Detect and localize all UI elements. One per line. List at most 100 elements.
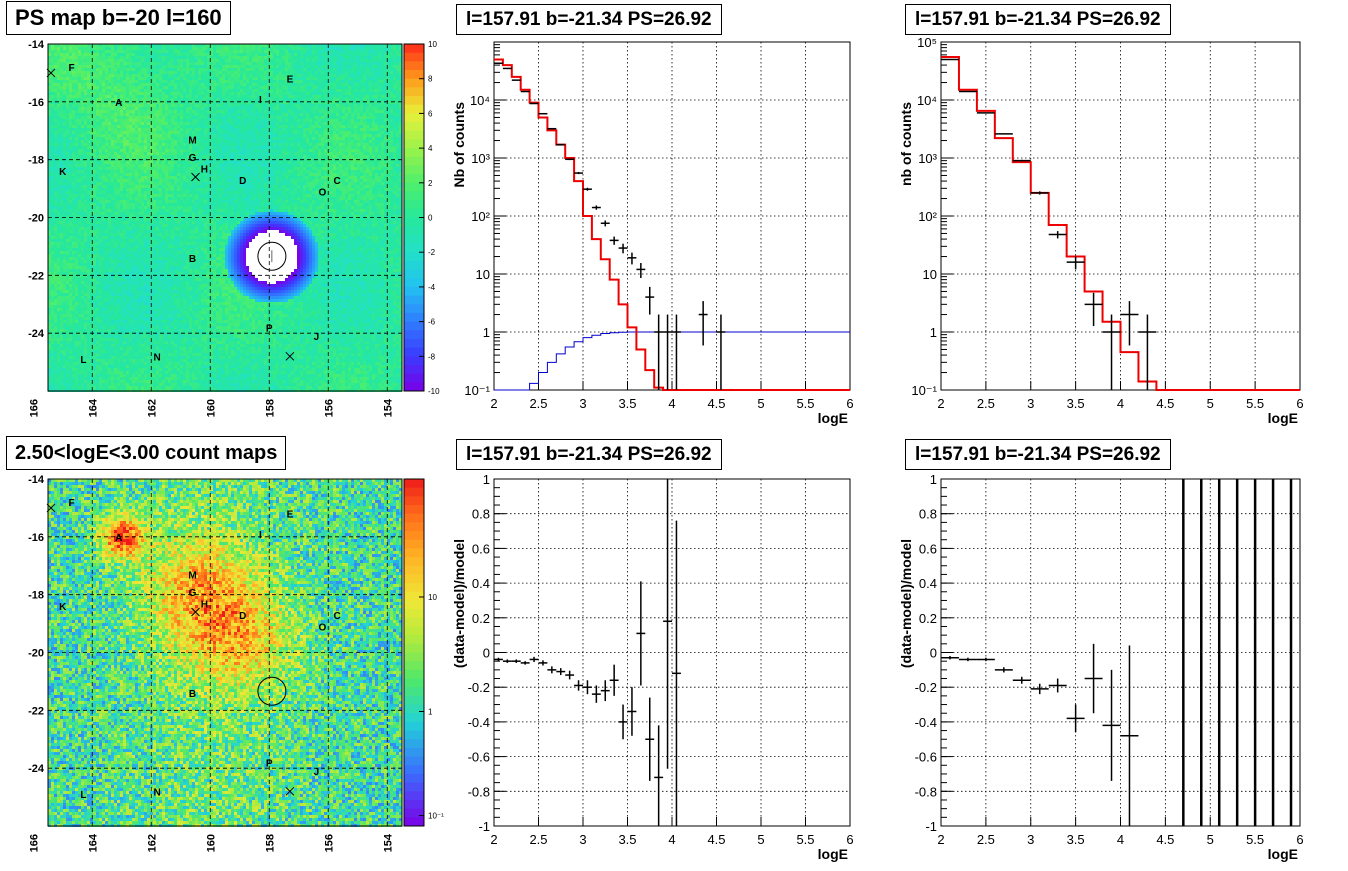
spectrum-left-tick-label-x: 5 [757, 396, 764, 411]
residual-left-tick-label-y: 0 [483, 646, 490, 661]
spectrum-left-tick-label-x: 3 [579, 396, 586, 411]
residual-right-tick-label-x: 2 [937, 832, 944, 847]
spectrum-left-x-axis-label: logE [818, 410, 848, 426]
count-map-source-label: O [318, 622, 326, 633]
ps-map-title: PS map b=-20 l=160 [6, 1, 231, 35]
count-map-source-label: D [239, 611, 246, 622]
ps-map-colorbar-label: 4 [428, 144, 433, 153]
ps-map-colorbar-label: -2 [428, 248, 436, 257]
spectrum-left-title: l=157.91 b=-21.34 PS=26.92 [456, 4, 722, 35]
spectrum-left-tick-label-y: 10³ [471, 151, 490, 166]
spectrum-right-tick-label-y: 1 [930, 325, 937, 340]
ps-map-source-label: D [239, 176, 246, 187]
ps-map-colorbar-label: -10 [428, 387, 440, 396]
count-map-colorbar [404, 479, 424, 827]
count-map-pixels [48, 479, 402, 827]
ps-map-tick-label-x: 160 [205, 399, 217, 417]
spectrum-right-tick-label-x: 4 [1117, 396, 1124, 411]
ps-map-source-label: B [189, 254, 196, 265]
residual-right-tick-label-y: 1 [930, 472, 937, 487]
residual-right-tick-label-x: 6 [1296, 832, 1303, 847]
spectrum-left-tick-label-x: 3.5 [618, 396, 636, 411]
ps-map-tick-label-x: 154 [382, 398, 394, 417]
count-map-source-label: J [314, 767, 320, 778]
ps-map-source-label: H [201, 164, 208, 175]
residual-right-tick-label-x: 5.5 [1246, 832, 1264, 847]
residual-left-tick-label-y: 0.2 [472, 611, 490, 626]
ps-map-tick-label-x: 158 [264, 399, 276, 417]
count-map-source-label: K [59, 602, 67, 613]
residual-right-tick-label-y: 0.6 [919, 541, 937, 556]
count-map-source-label: E [287, 510, 294, 521]
count-map-source-label: N [154, 787, 161, 798]
spectrum-left-tick-label-y: 10² [471, 209, 490, 224]
residual-left-tick-label-y: -1 [478, 819, 490, 834]
residual-left-tick-label-x: 2 [490, 832, 497, 847]
residual-right-tick-label-y: 0 [930, 646, 937, 661]
ps-map-colorbar-label: -4 [428, 283, 436, 292]
ps-map-source-label: L [80, 355, 86, 366]
count-map-tick-label-x: 158 [264, 834, 276, 852]
residual-right-tick-label-x: 3 [1027, 832, 1034, 847]
residual-left-title: l=157.91 b=-21.34 PS=26.92 [456, 439, 722, 470]
ps-map-colorbar-label: 6 [428, 109, 433, 118]
residual-left-tick-label-y: -0.4 [468, 715, 490, 730]
count-map-tick-label-y: -20 [28, 648, 44, 660]
count-map-source-label: H [201, 599, 208, 610]
spectrum-left-tick-label-x: 4.5 [707, 396, 725, 411]
spectrum-right-tick-label-y: 10⁴ [917, 93, 937, 108]
residual-right-tick-label-y: -1 [925, 819, 937, 834]
ps-map-tick-label-x: 166 [28, 399, 40, 417]
ps-map-colorbar-label: 0 [428, 214, 433, 223]
spectrum-right-x-axis-label: logE [1268, 410, 1298, 426]
residual-right-y-axis-label: (data-model)/model [898, 539, 914, 668]
count-map-colorbar-label: 1 [428, 707, 433, 716]
ps-map-colorbar-label: 8 [428, 75, 433, 84]
spectrum-left-tick-label-x: 4 [668, 396, 675, 411]
spectrum-right-tick-label-x: 2 [937, 396, 944, 411]
count-map-title: 2.50<logE<3.00 count maps [6, 436, 286, 470]
count-map-tick-label-x: 162 [146, 834, 158, 852]
residual-left-x-axis-label: logE [818, 846, 848, 862]
ps-map-tick-label-x: 164 [87, 398, 99, 417]
ps-map-pixels [48, 44, 402, 392]
count-map-source-label: B [189, 689, 196, 700]
count-map-source-label: I [259, 530, 262, 541]
residual-right-tick-label-y: 0.4 [919, 576, 937, 591]
residual-left-tick-label-x: 2.5 [529, 832, 547, 847]
count-map-colorbar-label: 10 [428, 593, 437, 602]
ps-map-source-label: P [266, 323, 273, 334]
ps-map-tick-label-x: 156 [323, 399, 335, 417]
count-map-tick-label-x: 164 [87, 833, 99, 852]
residual-right-tick-label-y: -0.2 [915, 680, 937, 695]
spectrum-right-tick-label-x: 2.5 [977, 396, 995, 411]
spectrum-right-tick-label-y: 10³ [918, 151, 937, 166]
residual-left-tick-label-y: 0.8 [472, 507, 490, 522]
count-map-tick-label-x: 156 [323, 834, 335, 852]
spectrum-right-tick-label-y: 10⁻¹ [911, 383, 937, 398]
ps-map-tick-label-y: -16 [28, 97, 44, 109]
residual-right-tick-label-x: 4.5 [1156, 832, 1174, 847]
residual-left-y-axis-label: (data-model)/model [451, 539, 467, 668]
count-map-tick-label-y: -22 [28, 705, 44, 717]
residual-right-tick-label-x: 2.5 [977, 832, 995, 847]
residual-left-tick-label-y: 0.6 [472, 541, 490, 556]
spectrum-right-tick-label-y: 10 [923, 267, 937, 282]
spectrum-left-tick-label-x: 6 [846, 396, 853, 411]
spectrum-left-tick-label-y: 10⁻¹ [464, 383, 490, 398]
residual-left-tick-label-x: 3.5 [618, 832, 636, 847]
spectrum-right-tick-label-x: 5.5 [1246, 396, 1264, 411]
residual-right-tick-label-x: 5 [1207, 832, 1214, 847]
ps-map-source-label: N [154, 352, 161, 363]
residual-right-x-axis-label: logE [1268, 846, 1298, 862]
spectrum-right-tick-label-y: 10⁵ [917, 35, 937, 50]
spectrum-right-tick-label-x: 4.5 [1156, 396, 1174, 411]
count-map-source-label: M [188, 570, 196, 581]
ps-map-source-label: O [318, 187, 326, 198]
ps-map-source-label: F [69, 63, 75, 74]
residual-left-tick-label-x: 3 [579, 832, 586, 847]
residual-left-tick-label-x: 4 [668, 832, 675, 847]
count-map-tick-label-y: -24 [28, 763, 45, 775]
spectrum-left-tick-label-x: 2 [490, 396, 497, 411]
residual-right-tick-label-y: -0.4 [915, 715, 937, 730]
